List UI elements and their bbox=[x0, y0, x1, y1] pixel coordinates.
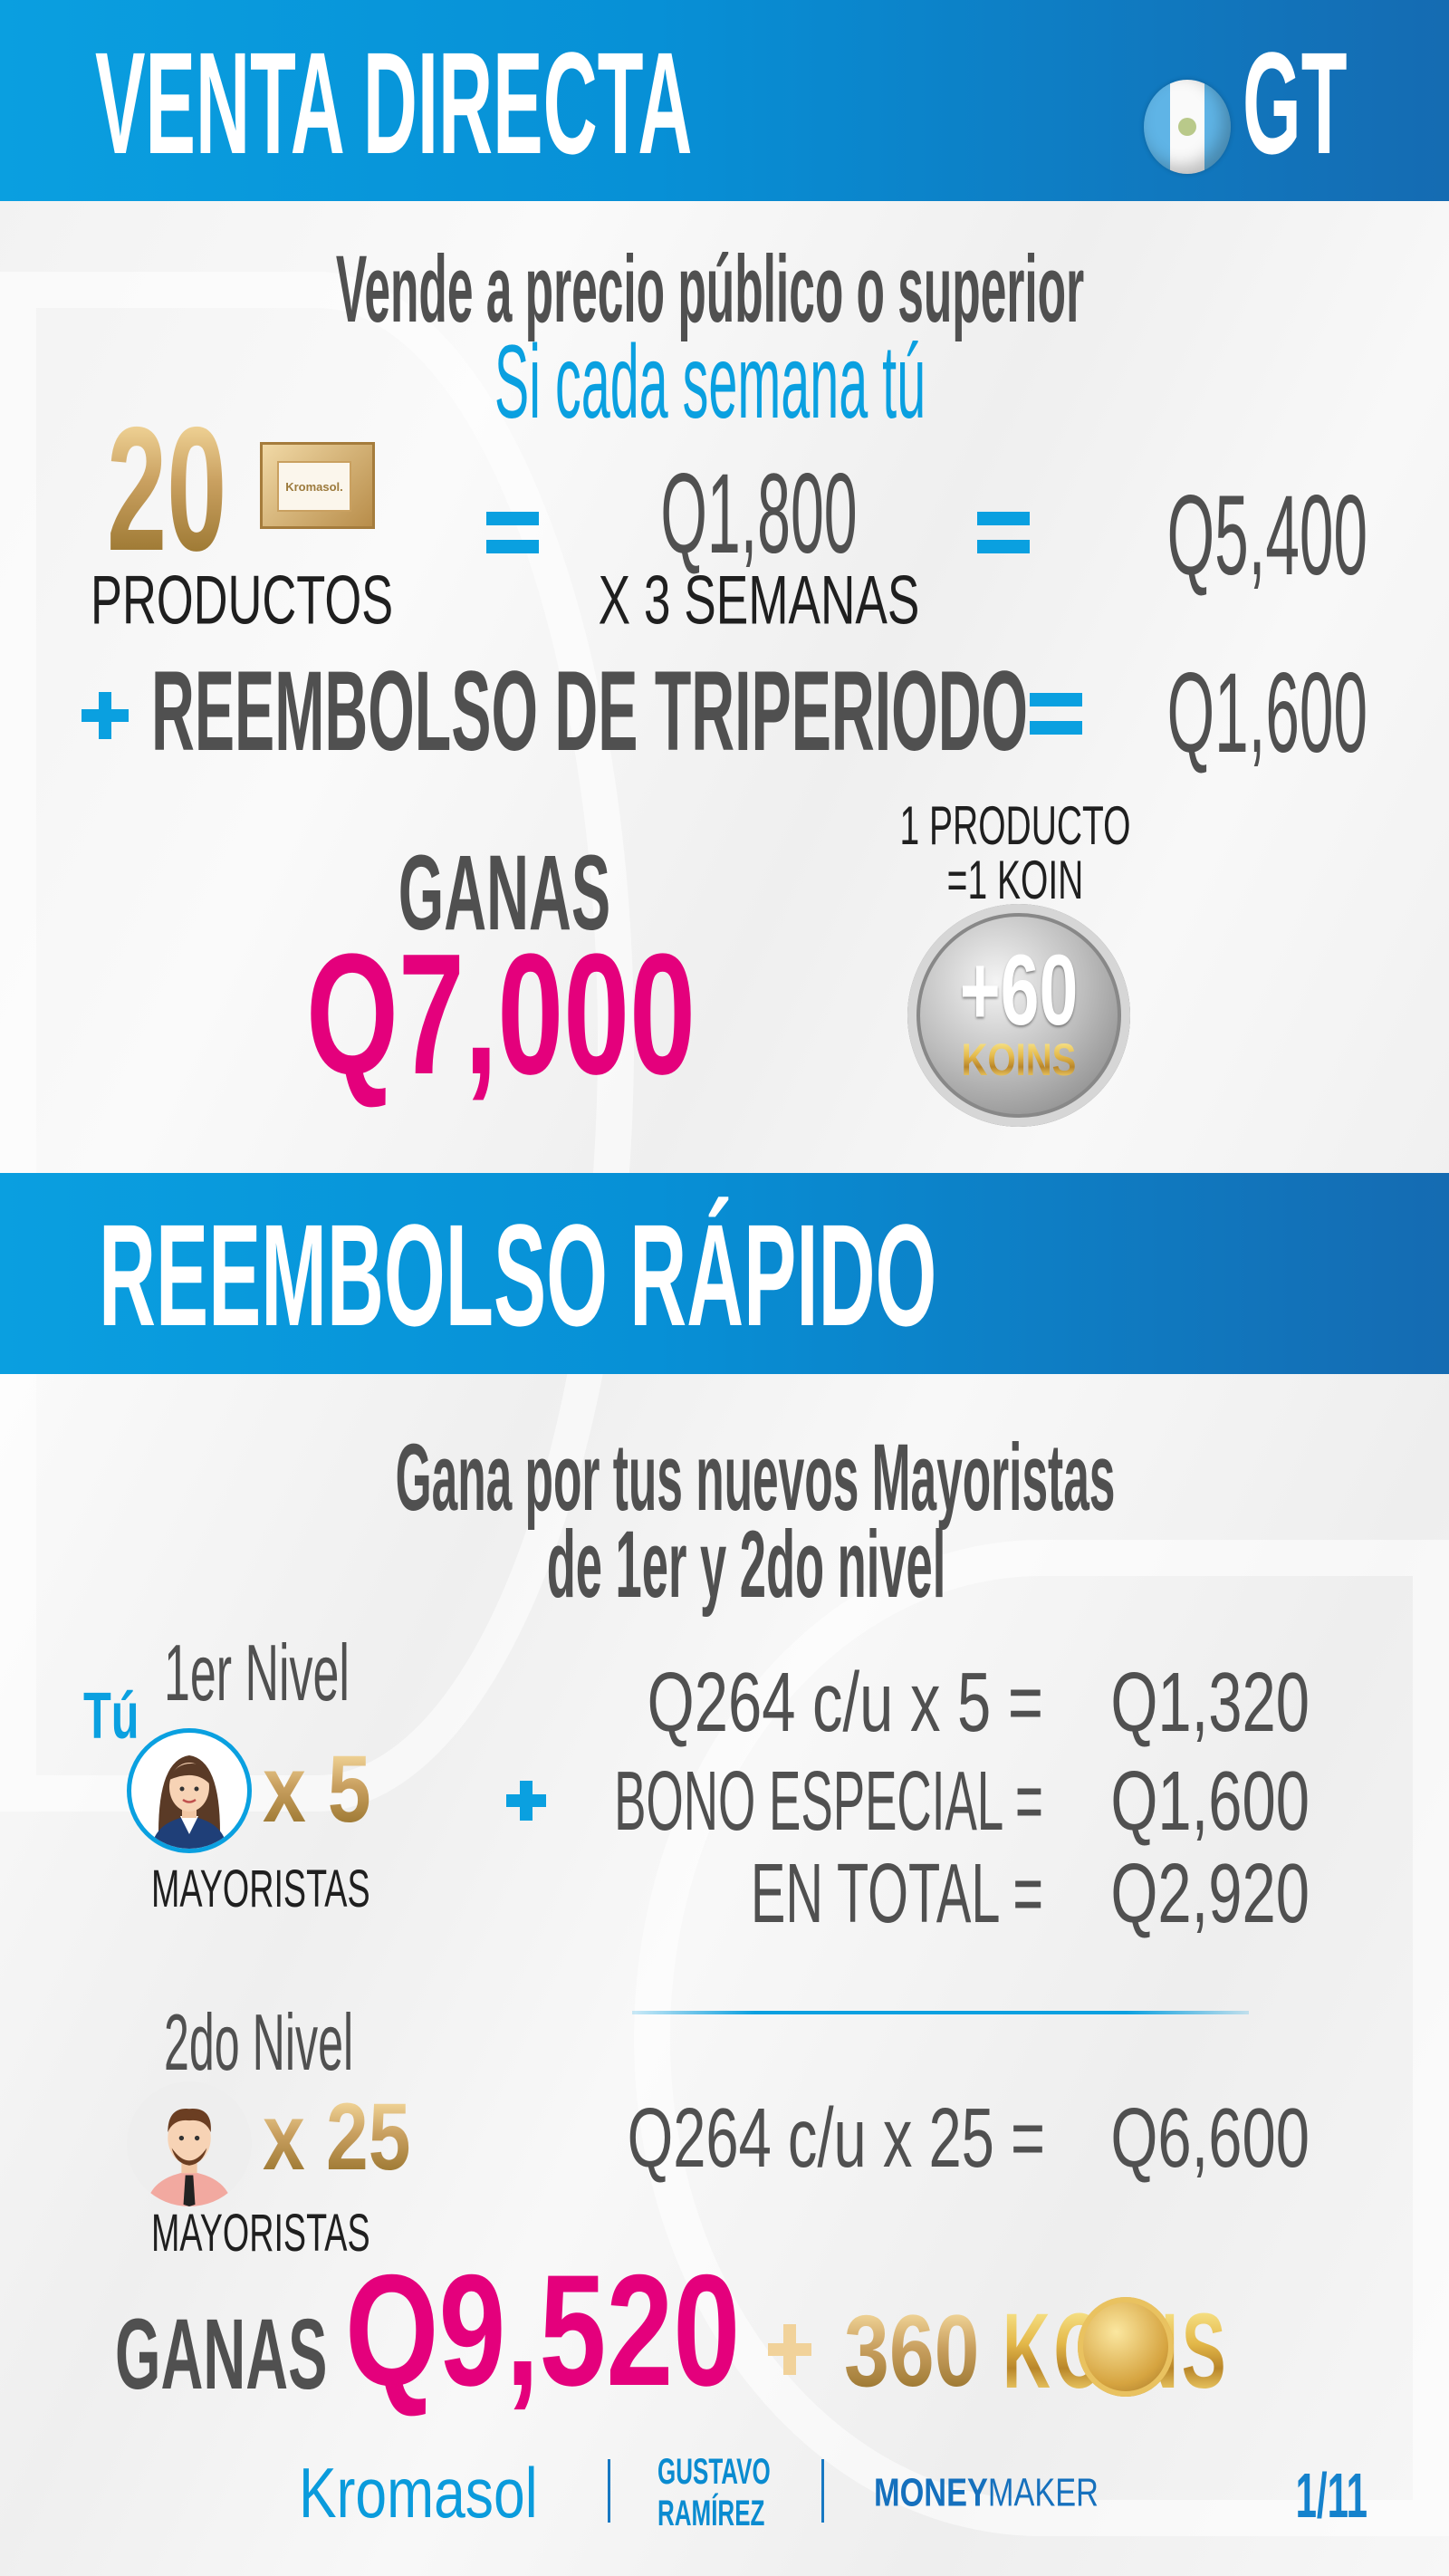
equals-sign bbox=[977, 512, 1030, 553]
section-title: VENTA DIRECTA bbox=[95, 22, 693, 184]
author-line1: GUSTAVO bbox=[657, 2452, 771, 2492]
subtitle-blue: Si cada semana tú bbox=[494, 324, 926, 440]
coin-label: KOINS bbox=[961, 1034, 1077, 1085]
plus-sign bbox=[768, 2324, 811, 2375]
you-label: Tú bbox=[83, 1680, 139, 1754]
plus-sign bbox=[82, 692, 129, 739]
koin-coin-icon bbox=[1078, 2297, 1174, 2397]
bonus-label: BONO ESPECIAL = bbox=[614, 1753, 1043, 1848]
level1-label: 1er Nivel bbox=[164, 1627, 350, 1717]
weeks-label: X 3 SEMANAS bbox=[598, 562, 920, 639]
level1-unit: MAYORISTAS bbox=[151, 1859, 370, 1918]
guatemala-flag-icon bbox=[1144, 80, 1231, 174]
equals-sign bbox=[486, 512, 539, 553]
female-avatar bbox=[127, 1728, 252, 1853]
level2-unit: MAYORISTAS bbox=[151, 2203, 370, 2263]
author-line2: RAMÍREZ bbox=[657, 2494, 765, 2533]
subtitle: Vende a precio público o superior bbox=[335, 236, 1085, 342]
plus-sign bbox=[506, 1781, 546, 1821]
subtitle-line2: de 1er y 2do nivel bbox=[546, 1512, 946, 1618]
koins-amount: 360 bbox=[844, 2294, 980, 2408]
level2-multiplier: x 25 bbox=[263, 2084, 411, 2190]
product-box-icon: Kromasol. bbox=[260, 442, 375, 529]
total-earn-label: GANAS bbox=[115, 2299, 328, 2410]
level2-line-label: Q264 c/u x 25 = bbox=[627, 2090, 1045, 2185]
moneymaker-logo: MONEYMAKER bbox=[874, 2473, 1099, 2513]
kromasol-logo: Kromasol bbox=[299, 2452, 538, 2533]
koin-note-line2: =1 KOIN bbox=[946, 850, 1084, 910]
coin-amount: +60 bbox=[959, 935, 1079, 1046]
refund-amount: Q1,600 bbox=[1166, 650, 1367, 776]
total-earn-amount: Q9,520 bbox=[345, 2243, 741, 2419]
male-avatar bbox=[127, 2081, 252, 2206]
country-code: GT bbox=[1243, 22, 1348, 184]
box-brand: Kromasol. bbox=[285, 479, 343, 494]
earn-label: GANAS bbox=[398, 832, 611, 953]
total-sales: Q5,400 bbox=[1166, 473, 1367, 599]
page-number: 1/11 bbox=[1295, 2460, 1367, 2531]
moneymaker-part2: MAKER bbox=[987, 2470, 1099, 2515]
level2-label: 2do Nivel bbox=[164, 1996, 354, 2087]
footer-divider bbox=[608, 2459, 610, 2523]
section-title: REEMBOLSO RÁPIDO bbox=[99, 1194, 937, 1356]
moneymaker-part1: MONEY bbox=[874, 2470, 988, 2515]
quantity-label: PRODUCTOS bbox=[91, 562, 394, 639]
total-label: EN TOTAL = bbox=[750, 1845, 1043, 1940]
level1-multiplier: x 5 bbox=[263, 1736, 371, 1842]
subtitle-line1: Gana por tus nuevos Mayoristas bbox=[395, 1425, 1116, 1531]
earn-amount: Q7,000 bbox=[305, 918, 696, 1110]
koins-coin-icon: +60 KOINS bbox=[907, 904, 1130, 1127]
level1-line-label: Q264 c/u x 5 = bbox=[647, 1654, 1043, 1749]
level1-line-value: Q1,320 bbox=[1110, 1654, 1310, 1749]
level2-line-value: Q6,600 bbox=[1110, 2090, 1310, 2185]
weekly-amount: Q1,800 bbox=[660, 451, 858, 577]
product-quantity: 20 bbox=[107, 390, 227, 588]
divider bbox=[632, 2011, 1249, 2014]
bonus-value: Q1,600 bbox=[1110, 1753, 1310, 1848]
total-value: Q2,920 bbox=[1110, 1845, 1310, 1940]
refund-label: REEMBOLSO DE TRIPERIODO bbox=[151, 649, 1029, 774]
koin-note-line1: 1 PRODUCTO bbox=[899, 795, 1131, 856]
footer-divider bbox=[821, 2459, 824, 2523]
reembolso-rapido-header bbox=[0, 1173, 1449, 1374]
equals-sign bbox=[1030, 693, 1082, 735]
